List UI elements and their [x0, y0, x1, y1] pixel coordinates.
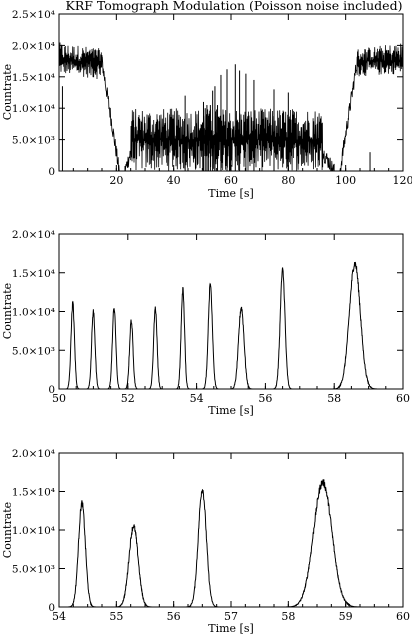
- x-tick-label: 56: [258, 392, 272, 405]
- y-tick-label: 1.0×10⁴: [12, 525, 55, 537]
- y-axis-label-3: Countrate: [1, 502, 14, 558]
- data-layer-1: [58, 42, 404, 172]
- y-tick-label: 2.5×10⁴: [12, 9, 55, 21]
- ticks-2: 50 52 54 56 58 60 0 5.0×10³ 1.0×10⁴ 1.5×10⁴ 2.0×10…: [12, 229, 410, 405]
- x-axis-label-3: Time [s]: [208, 622, 254, 635]
- series-line: [59, 261, 403, 390]
- x-tick-label: 58: [281, 610, 295, 623]
- x-tick-label: 57: [224, 610, 238, 623]
- y-tick-label: 5.0×10³: [12, 564, 55, 576]
- y-tick-label: 2.0×10⁴: [12, 448, 55, 460]
- x-tick-label: 52: [121, 392, 135, 405]
- y-tick-label: 5.0×10³: [12, 345, 55, 357]
- x-tick-label: 20: [109, 174, 123, 187]
- x-axis-label-2: Time [s]: [208, 404, 254, 417]
- y-tick-label: 1.0×10⁴: [12, 103, 55, 115]
- data-layer-2: [59, 261, 403, 390]
- x-tick-label: 54: [190, 392, 204, 405]
- x-tick-label: 80: [281, 174, 295, 187]
- plot-frame-2: [58, 233, 404, 390]
- y-tick-label: 2.0×10⁴: [12, 229, 55, 241]
- ticks-1: 20 40 60 80 100 120 0 5.0×10³ 1.0×10⁴ 1.5×10⁴ 2.0×…: [12, 9, 412, 187]
- panel-2: 50 52 54 56 58 60 0 5.0×10³ 1.0×10⁴ 1.5×10⁴ 2.0×10…: [1, 229, 410, 417]
- ticks-3: 54 55 56 57 58 59 60 0 5.0×10³ 1.0×10⁴ 1.5×10⁴ 2.0×…: [12, 448, 410, 623]
- y-tick-label: 1.0×10⁴: [12, 307, 55, 319]
- y-tick-label: 0: [48, 166, 55, 178]
- y-axis-label-2: Countrate: [1, 283, 14, 339]
- x-tick-label: 60: [396, 392, 410, 405]
- x-tick-label: 40: [167, 174, 181, 187]
- y-tick-label: 1.5×10⁴: [12, 268, 55, 280]
- x-tick-label: 100: [335, 174, 356, 187]
- y-tick-label: 0: [48, 384, 55, 396]
- figure-title: KRF Tomograph Modulation (Poisson noise …: [66, 0, 403, 13]
- x-tick-label: 50: [52, 392, 66, 405]
- y-tick-label: 0: [48, 602, 55, 614]
- x-tick-label: 59: [339, 610, 353, 623]
- series-line: [59, 479, 403, 608]
- y-tick-label: 2.0×10⁴: [12, 40, 55, 52]
- x-tick-label: 56: [167, 610, 181, 623]
- x-axis-label-1: Time [s]: [208, 187, 254, 200]
- panel-1: 20 40 60 80 100 120 0 5.0×10³ 1.0×10⁴ 1.5×10⁴ 2.0×…: [1, 9, 412, 200]
- y-tick-label: 1.5×10⁴: [12, 72, 55, 84]
- x-tick-label: 120: [393, 174, 412, 187]
- plot-frame-3: [58, 452, 404, 608]
- y-tick-label: 1.5×10⁴: [12, 487, 55, 499]
- x-tick-label: 60: [224, 174, 238, 187]
- y-axis-label-1: Countrate: [1, 64, 14, 120]
- panel-3: 54 55 56 57 58 59 60 0 5.0×10³ 1.0×10⁴ 1.5×10⁴ 2.0×…: [1, 448, 410, 635]
- data-layer-3: [59, 479, 403, 608]
- x-tick-label: 60: [396, 610, 410, 623]
- x-tick-label: 58: [327, 392, 341, 405]
- y-tick-label: 5.0×10³: [12, 135, 55, 147]
- x-tick-label: 54: [52, 610, 66, 623]
- x-tick-label: 55: [109, 610, 123, 623]
- series-line: [58, 42, 404, 172]
